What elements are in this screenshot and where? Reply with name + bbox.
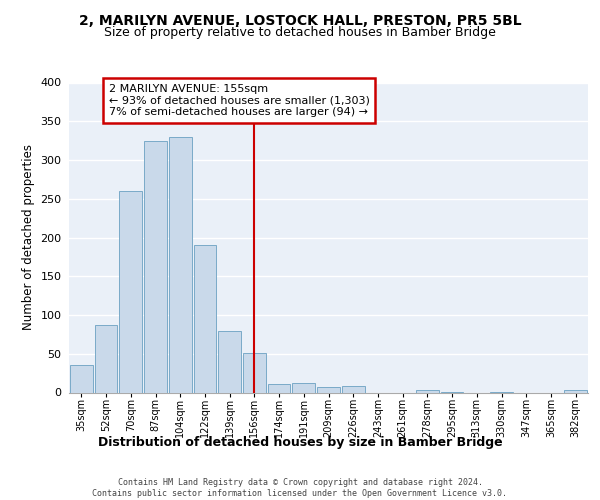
Text: Size of property relative to detached houses in Bamber Bridge: Size of property relative to detached ho… — [104, 26, 496, 39]
Bar — [243, 353, 266, 393]
Bar — [70, 366, 93, 392]
Bar — [194, 245, 216, 392]
Bar — [268, 384, 290, 392]
Bar — [119, 191, 142, 392]
Text: 2 MARILYN AVENUE: 155sqm
← 93% of detached houses are smaller (1,303)
7% of semi: 2 MARILYN AVENUE: 155sqm ← 93% of detach… — [109, 84, 370, 117]
Bar — [292, 383, 315, 392]
Bar — [144, 140, 167, 392]
Bar — [317, 387, 340, 392]
Bar — [416, 390, 439, 392]
Bar — [95, 325, 118, 392]
Bar — [342, 386, 365, 392]
Text: Distribution of detached houses by size in Bamber Bridge: Distribution of detached houses by size … — [98, 436, 502, 449]
Bar — [218, 330, 241, 392]
Bar — [169, 136, 191, 392]
Bar — [564, 390, 587, 392]
Text: Contains HM Land Registry data © Crown copyright and database right 2024.
Contai: Contains HM Land Registry data © Crown c… — [92, 478, 508, 498]
Y-axis label: Number of detached properties: Number of detached properties — [22, 144, 35, 330]
Text: 2, MARILYN AVENUE, LOSTOCK HALL, PRESTON, PR5 5BL: 2, MARILYN AVENUE, LOSTOCK HALL, PRESTON… — [79, 14, 521, 28]
